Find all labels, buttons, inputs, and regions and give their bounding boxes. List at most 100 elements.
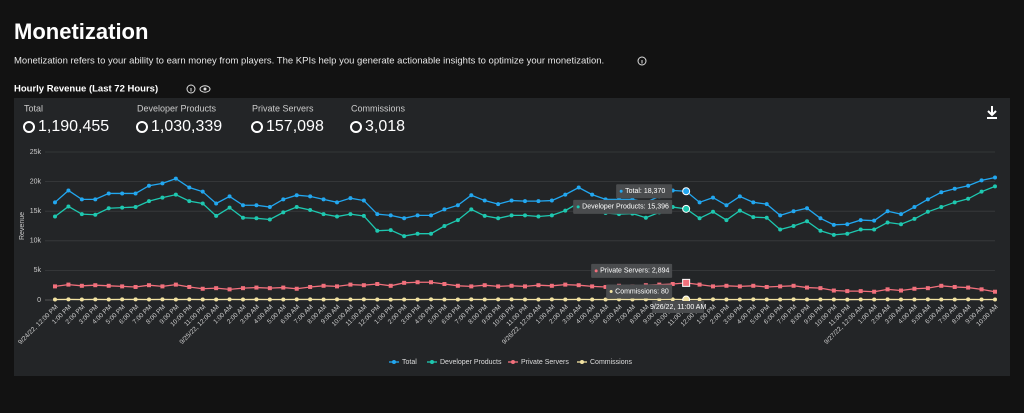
point-marker bbox=[429, 232, 433, 236]
tooltip-dot bbox=[610, 290, 613, 293]
point-marker bbox=[765, 216, 769, 220]
point-marker bbox=[93, 283, 97, 287]
point-marker bbox=[859, 289, 863, 293]
point-marker bbox=[872, 297, 876, 301]
point-marker bbox=[926, 210, 930, 214]
point-marker bbox=[53, 297, 57, 301]
point-marker bbox=[550, 199, 554, 203]
point-marker bbox=[107, 284, 111, 288]
point-marker bbox=[201, 202, 205, 206]
point-marker bbox=[281, 210, 285, 214]
point-marker bbox=[375, 282, 379, 286]
kpi-value: 1,030,339 bbox=[151, 118, 222, 135]
point-marker bbox=[362, 199, 366, 203]
point-marker bbox=[711, 196, 715, 200]
point-marker bbox=[93, 297, 97, 301]
point-marker bbox=[362, 214, 366, 218]
point-marker bbox=[228, 206, 232, 210]
point-marker bbox=[953, 187, 957, 191]
info-icon[interactable] bbox=[638, 57, 646, 65]
point-marker bbox=[818, 229, 822, 233]
section-title: Hourly Revenue (Last 72 Hours) bbox=[14, 84, 158, 95]
point-marker bbox=[698, 283, 702, 287]
point-marker bbox=[845, 298, 849, 302]
point-marker bbox=[174, 193, 178, 197]
point-marker bbox=[416, 232, 420, 236]
point-marker bbox=[322, 197, 326, 201]
point-marker bbox=[80, 298, 84, 302]
legend-marker bbox=[511, 360, 515, 364]
tooltip-date: 9/26/22, 11:00 AM bbox=[650, 304, 706, 311]
kpi-label: Private Servers bbox=[252, 103, 314, 113]
point-marker bbox=[792, 297, 796, 301]
info-icon[interactable] bbox=[187, 85, 195, 93]
visibility-icon[interactable] bbox=[200, 86, 210, 92]
point-marker bbox=[268, 217, 272, 221]
point-marker bbox=[93, 213, 97, 217]
point-marker bbox=[53, 215, 57, 219]
point-marker bbox=[577, 297, 581, 301]
point-marker bbox=[550, 213, 554, 217]
point-marker bbox=[792, 224, 796, 228]
legend-label: Developer Products bbox=[440, 359, 502, 366]
point-marker bbox=[993, 298, 997, 302]
point-marker bbox=[563, 209, 567, 213]
point-marker bbox=[805, 297, 809, 301]
point-marker bbox=[268, 298, 272, 302]
legend-label: Total bbox=[402, 359, 417, 366]
point-marker bbox=[442, 224, 446, 228]
point-marker bbox=[953, 200, 957, 204]
point-marker bbox=[228, 287, 232, 291]
point-marker bbox=[845, 289, 849, 293]
point-marker bbox=[590, 193, 594, 197]
point-marker bbox=[389, 228, 393, 232]
point-marker bbox=[563, 283, 567, 287]
point-marker bbox=[536, 298, 540, 302]
point-marker bbox=[281, 297, 285, 301]
point-marker bbox=[456, 284, 460, 288]
point-marker bbox=[792, 284, 796, 288]
point-marker bbox=[698, 200, 702, 204]
point-marker bbox=[416, 213, 420, 217]
point-marker bbox=[778, 228, 782, 232]
point-marker bbox=[523, 297, 527, 301]
point-marker bbox=[228, 297, 232, 301]
point-marker bbox=[322, 297, 326, 301]
point-marker bbox=[254, 203, 258, 207]
point-marker bbox=[899, 212, 903, 216]
point-marker bbox=[805, 219, 809, 223]
point-marker bbox=[980, 178, 984, 182]
point-marker bbox=[912, 297, 916, 301]
point-marker bbox=[886, 220, 890, 224]
point-marker bbox=[966, 286, 970, 290]
point-marker bbox=[510, 199, 514, 203]
point-marker bbox=[496, 284, 500, 288]
point-marker bbox=[939, 205, 943, 209]
kpi-label: Commissions bbox=[351, 103, 406, 113]
point-marker bbox=[241, 286, 245, 290]
point-marker bbox=[295, 287, 299, 291]
point-marker bbox=[590, 284, 594, 288]
point-marker bbox=[281, 286, 285, 290]
point-marker bbox=[134, 285, 138, 289]
kpi-value: 157,098 bbox=[266, 118, 324, 135]
point-marker bbox=[980, 190, 984, 194]
point-marker bbox=[53, 200, 57, 204]
point-marker bbox=[738, 284, 742, 288]
point-marker bbox=[778, 284, 782, 288]
point-marker bbox=[456, 298, 460, 302]
legend-marker bbox=[430, 360, 434, 364]
point-marker bbox=[859, 228, 863, 232]
point-marker bbox=[792, 209, 796, 213]
point-marker bbox=[496, 216, 500, 220]
point-marker bbox=[469, 297, 473, 301]
point-marker bbox=[496, 297, 500, 301]
point-marker bbox=[362, 297, 366, 301]
point-marker bbox=[335, 215, 339, 219]
point-marker bbox=[845, 232, 849, 236]
point-marker bbox=[160, 181, 164, 185]
point-marker bbox=[926, 286, 930, 290]
point-marker bbox=[510, 297, 514, 301]
